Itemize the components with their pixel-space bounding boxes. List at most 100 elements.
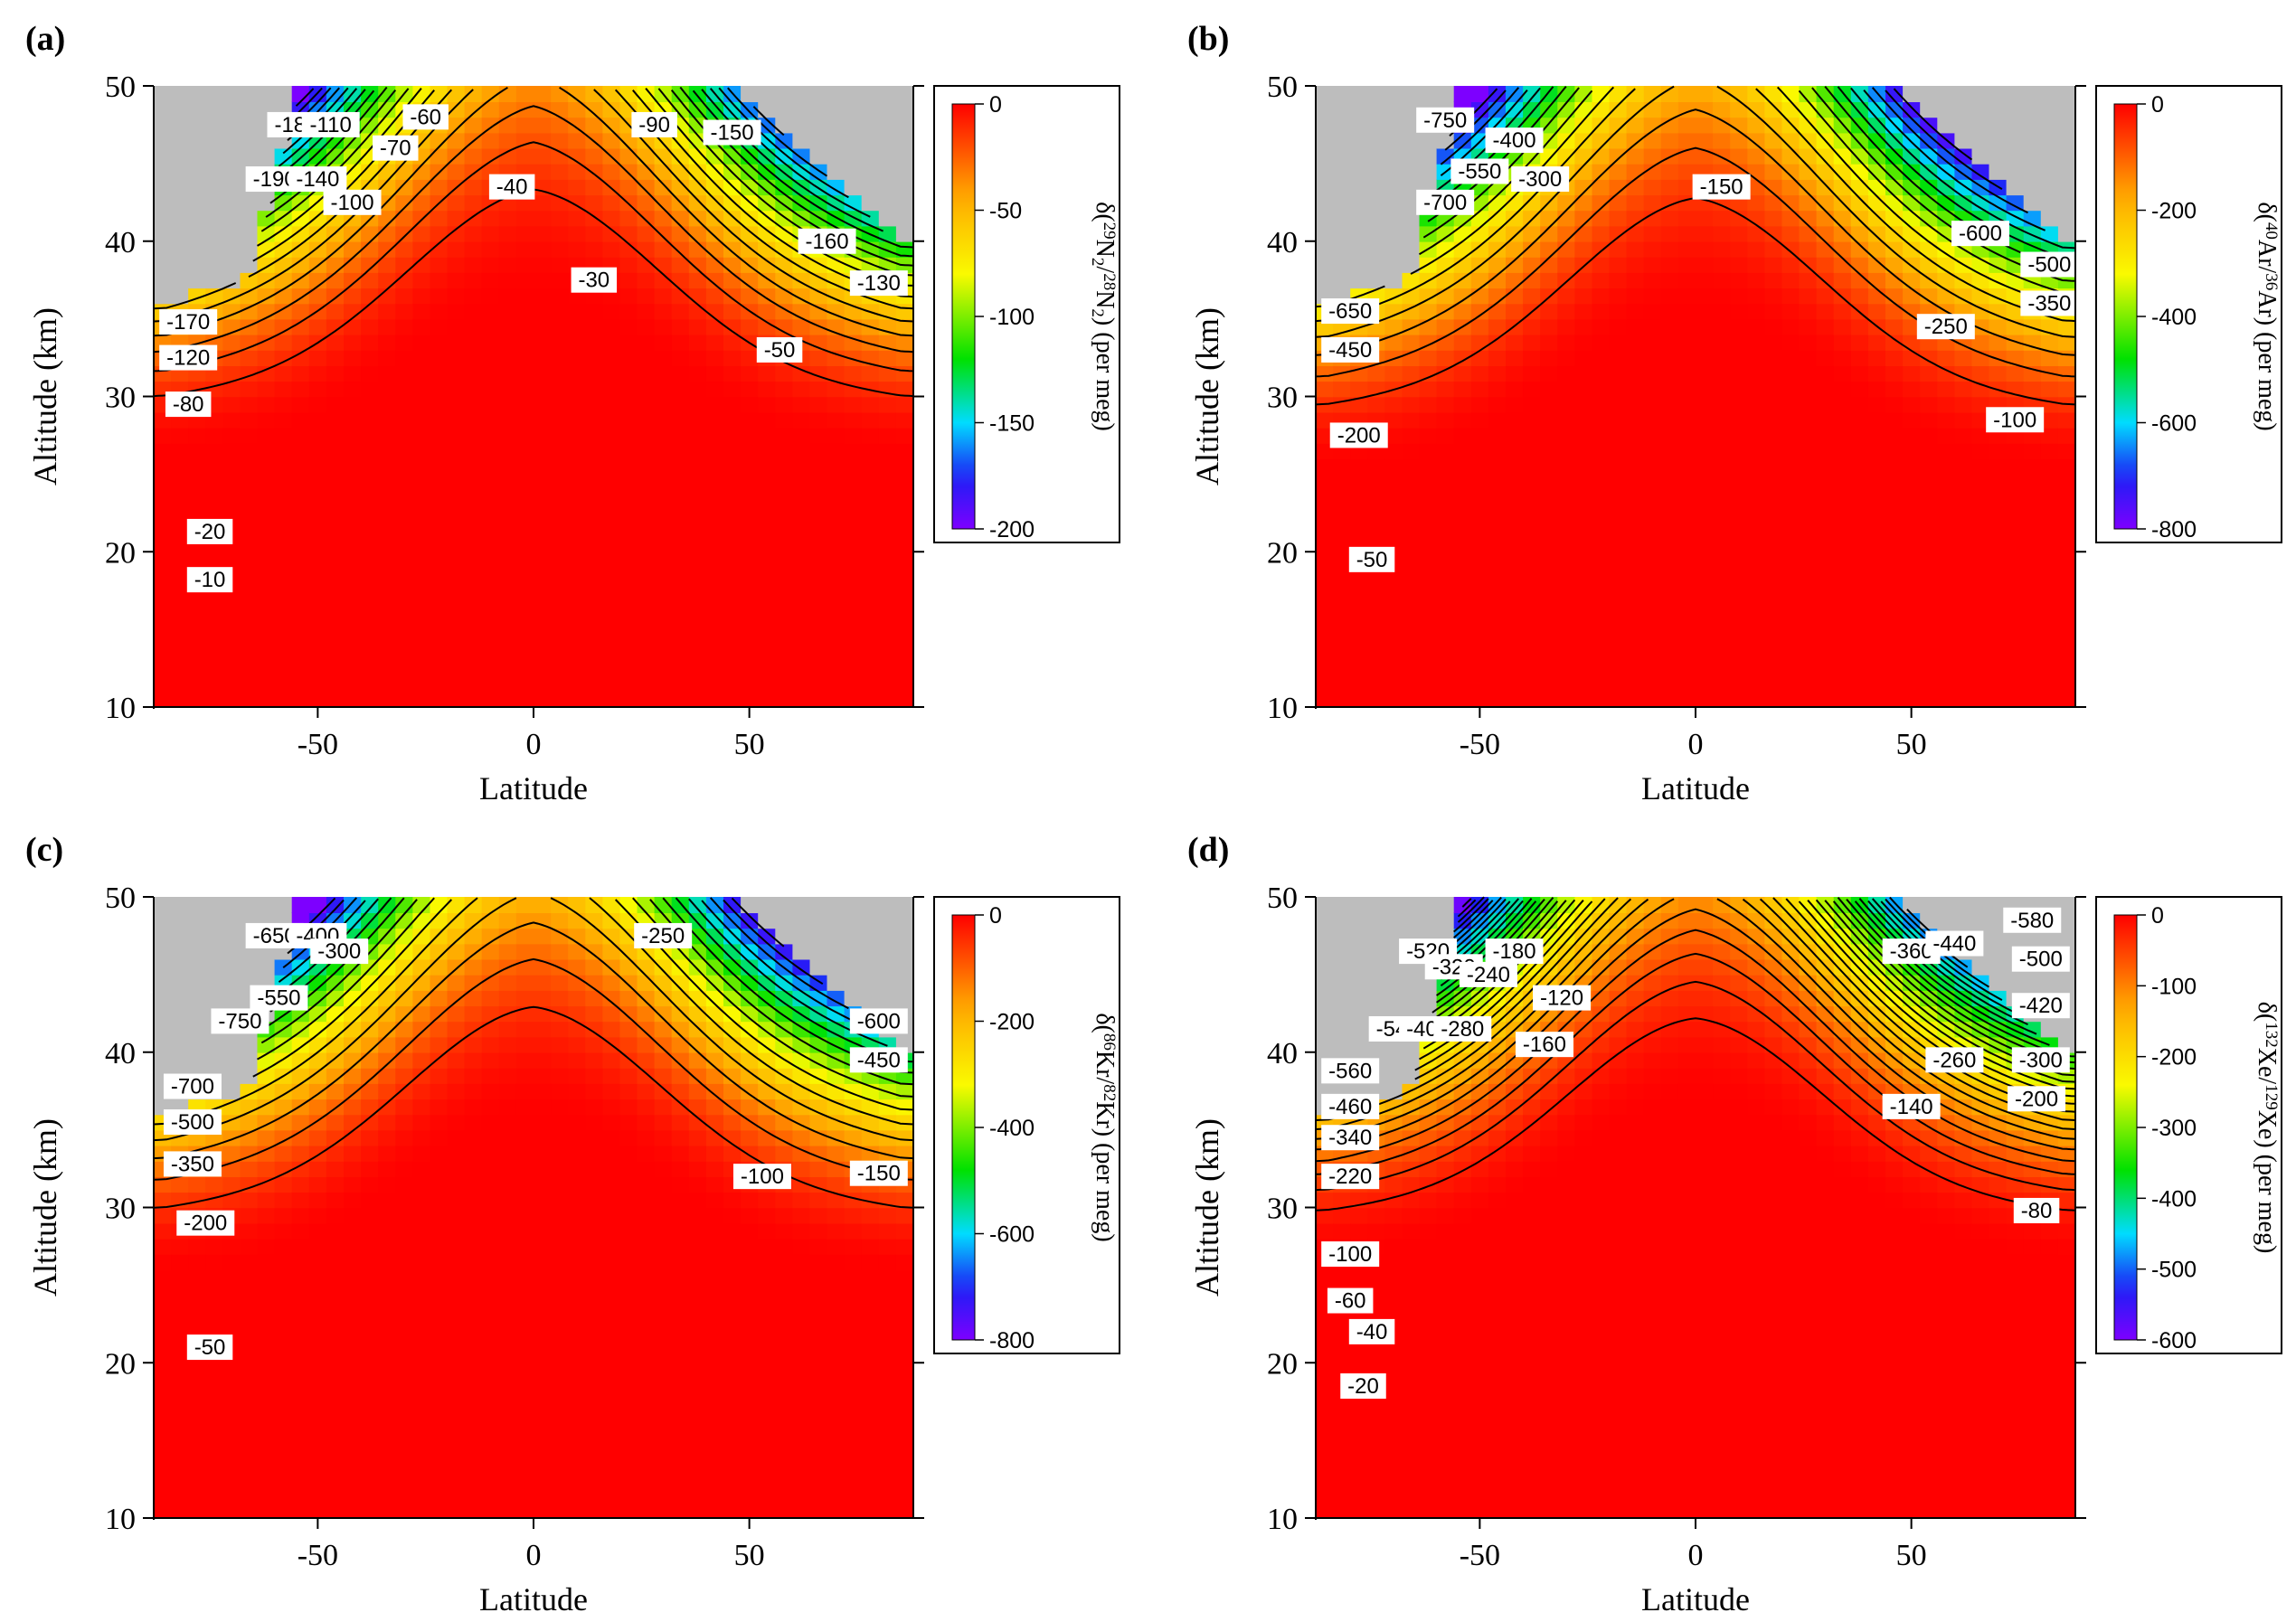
heatmap-cell: [1937, 381, 1956, 398]
heatmap-cell: [1677, 567, 1696, 584]
heatmap-cell: [1402, 396, 1421, 413]
heatmap-cell: [430, 396, 449, 413]
heatmap-cell: [171, 520, 189, 537]
heatmap-cell: [154, 675, 172, 693]
heatmap-cell: [637, 240, 656, 258]
heatmap-cell: [222, 365, 241, 382]
heatmap-cell: [637, 660, 656, 677]
heatmap-cell: [844, 396, 863, 413]
heatmap-cell: [498, 582, 517, 599]
heatmap-cell: [257, 147, 276, 165]
heatmap-cell: [1506, 505, 1524, 522]
heatmap-cell: [654, 334, 673, 351]
heatmap-cell: [1850, 334, 1869, 351]
heatmap-cell: [534, 396, 552, 413]
heatmap-cell: [1696, 691, 1714, 708]
heatmap-cell: [568, 598, 587, 615]
heatmap-cell: [1989, 675, 2008, 693]
heatmap-cell: [637, 396, 656, 413]
heatmap-cell: [602, 1347, 621, 1364]
heatmap-cell: [1833, 598, 1852, 615]
heatmap-cell: [1850, 272, 1869, 289]
heatmap-cell: [222, 552, 241, 569]
heatmap-cell: [568, 897, 587, 913]
heatmap-cell: [671, 520, 690, 537]
heatmap-cell: [775, 614, 794, 630]
heatmap-cell: [257, 1145, 276, 1162]
heatmap-cell: [637, 1331, 656, 1348]
heatmap-cell: [637, 1254, 656, 1270]
heatmap-cell: [395, 1021, 414, 1038]
heatmap-cell: [257, 1440, 276, 1457]
heatmap-cell: [741, 536, 759, 553]
heatmap-cell: [240, 1114, 259, 1131]
heatmap-cell: [515, 458, 534, 476]
heatmap-cell: [551, 1316, 569, 1333]
heatmap-cell: [154, 1207, 172, 1224]
heatmap-cell: [637, 990, 656, 1007]
heatmap-cell: [515, 1222, 534, 1240]
contour-label-text: -30: [578, 269, 609, 293]
heatmap-cell: [1850, 443, 1869, 459]
heatmap-cell: [430, 1486, 449, 1504]
heatmap-cell: [188, 990, 207, 1007]
heatmap-cell: [741, 365, 759, 382]
heatmap-cell: [1609, 210, 1628, 227]
heatmap-cell: [240, 1067, 259, 1084]
heatmap-cell: [1730, 303, 1749, 320]
heatmap-cell: [447, 1316, 466, 1333]
heatmap-cell: [1367, 163, 1386, 180]
heatmap-cell: [308, 474, 327, 491]
heatmap-cell: [844, 443, 863, 459]
heatmap-cell: [1713, 365, 1731, 382]
heatmap-cell: [1488, 194, 1507, 212]
heatmap-cell: [585, 1067, 604, 1084]
heatmap-cell: [568, 163, 587, 180]
heatmap-cell: [344, 1222, 362, 1240]
heatmap-cell: [344, 990, 362, 1007]
heatmap-cell: [2057, 427, 2076, 444]
heatmap-cell: [222, 86, 241, 102]
heatmap-cell: [895, 474, 914, 491]
heatmap-cell: [395, 443, 414, 459]
heatmap-cell: [551, 1486, 569, 1504]
heatmap-cell: [412, 1192, 431, 1209]
heatmap-cell: [1384, 101, 1403, 118]
heatmap-cell: [430, 147, 449, 165]
heatmap-cell: [291, 582, 310, 599]
heatmap-cell: [257, 86, 276, 102]
heatmap-cell: [515, 1456, 534, 1473]
heatmap-cell: [1764, 303, 1783, 320]
heatmap-cell: [792, 132, 811, 149]
heatmap-cell: [240, 598, 259, 615]
heatmap-cell: [1316, 132, 1334, 149]
heatmap-cell: [1523, 660, 1541, 677]
heatmap-cell: [568, 1176, 587, 1193]
heatmap-cell: [2040, 210, 2059, 227]
heatmap-cell: [827, 645, 846, 662]
heatmap-cell: [568, 1331, 587, 1348]
heatmap-cell: [895, 614, 914, 630]
heatmap-cell: [154, 1440, 172, 1457]
heatmap-cell: [551, 474, 569, 491]
heatmap-cell: [1402, 163, 1421, 180]
heatmap-cell: [534, 691, 552, 708]
heatmap-cell: [741, 318, 759, 335]
heatmap-cell: [671, 629, 690, 646]
heatmap-cell: [637, 1425, 656, 1441]
heatmap-cell: [188, 1363, 207, 1380]
heatmap-cell: [171, 1471, 189, 1488]
heatmap-cell: [257, 897, 276, 913]
heatmap-cell: [585, 990, 604, 1007]
heatmap-cell: [188, 179, 207, 196]
heatmap-cell: [619, 427, 638, 444]
heatmap-cell: [326, 974, 345, 991]
heatmap-cell: [809, 629, 828, 646]
heatmap-cell: [1971, 489, 1990, 506]
heatmap-cell: [741, 210, 759, 227]
heatmap-cell: [430, 1051, 449, 1069]
heatmap-cell: [1677, 163, 1696, 180]
contour-label: -100: [1986, 407, 2045, 433]
heatmap-cell: [895, 427, 914, 444]
colorbar-tick-label: -400: [2151, 305, 2197, 330]
